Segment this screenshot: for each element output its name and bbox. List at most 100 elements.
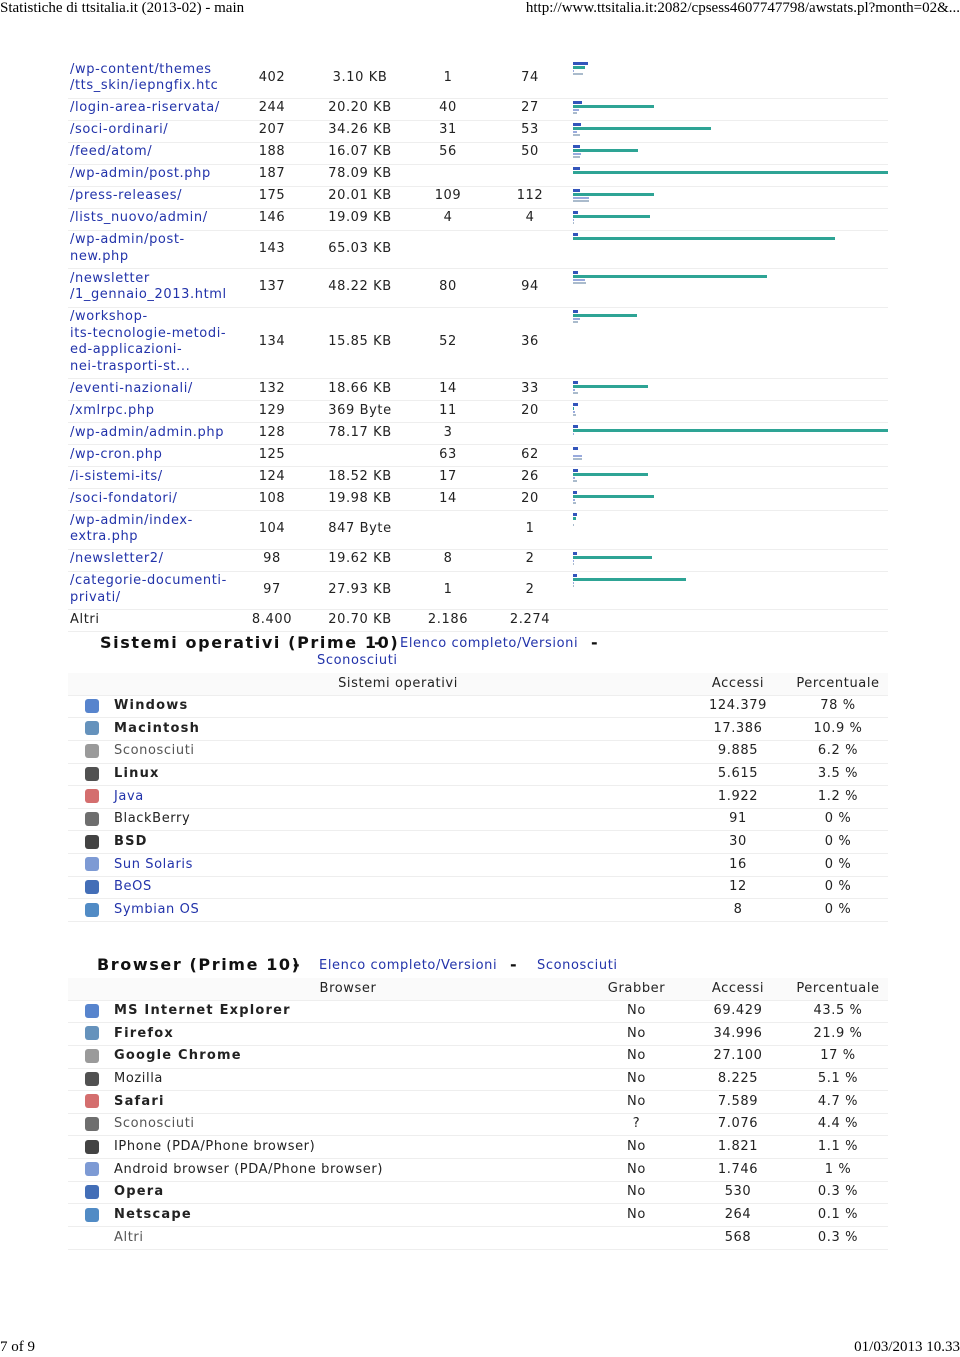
bar	[573, 188, 580, 192]
viewed-cell: 97	[263, 581, 281, 597]
viewed-cell: 128	[258, 424, 286, 440]
table-row: /newsletter2/98 19.62 KB 8 2	[68, 549, 888, 572]
row-name: Windows	[114, 698, 189, 714]
table-row: BlackBerry 91 0 %	[68, 809, 888, 832]
percent-cell: 0 %	[824, 902, 852, 917]
percent-cell: 17 %	[820, 1048, 856, 1064]
size-cell: 16.07 KB	[328, 144, 392, 160]
icon	[85, 1116, 99, 1131]
exit-cell: 94	[521, 279, 539, 294]
bar	[573, 517, 577, 520]
entry-cell: 3	[443, 424, 453, 440]
row-name[interactable]: BeOS	[114, 879, 152, 895]
hits-cell: 17.386	[713, 720, 763, 736]
exit-cell: 62	[521, 446, 539, 462]
bar	[573, 104, 655, 108]
bar	[573, 100, 583, 104]
viewed-cell: 129	[258, 402, 286, 418]
bar	[573, 70, 574, 72]
entry-cell: 8	[443, 551, 453, 567]
exit-cell: 20	[521, 490, 539, 506]
table-row: Mozilla No 8.225 5.1 %	[68, 1069, 888, 1092]
page-url: /newsletter2/	[70, 551, 164, 566]
bar	[573, 148, 638, 152]
row-name: BlackBerry	[114, 811, 191, 827]
percent-cell: 6.2 %	[817, 743, 859, 759]
page-url: /wp-cron.php	[70, 446, 163, 462]
link[interactable]: Elenco completo/Versioni	[400, 636, 579, 651]
table-row: BeOS 12 0 %	[68, 877, 888, 900]
page-url: /press-releases/	[70, 188, 183, 203]
exit-cell: 4	[525, 210, 535, 226]
bar	[573, 447, 578, 450]
table-row: Java 1.922 1.2 %	[68, 786, 888, 809]
table-row: BSD 30 0 %	[68, 832, 888, 855]
size-cell: 19.98 KB	[328, 490, 392, 506]
percent-cell: 3.5 %	[817, 766, 859, 782]
bar	[573, 495, 654, 498]
column-header: Browser	[319, 981, 377, 996]
hits-cell: 5.615	[717, 766, 759, 782]
percent-cell: 21.9 %	[813, 1025, 863, 1041]
page-url: /wp-admin/post-	[70, 232, 185, 247]
column-header: Sistemi operativi	[338, 676, 458, 691]
row-name[interactable]: Sun Solaris	[114, 856, 193, 872]
column-header: Percentuale	[796, 676, 880, 691]
table-row: /wp-content/themes/tts_skin/iepngfix.htc…	[68, 59, 888, 99]
table-row: Safari No 7.589 4.7 %	[68, 1091, 888, 1114]
page-url: /login-area-riservata/	[70, 100, 220, 115]
exit-cell: 27	[521, 100, 539, 116]
bar	[573, 559, 575, 562]
size-cell: 20.20 KB	[328, 100, 392, 116]
bar	[573, 66, 586, 69]
column-header: Grabber	[607, 981, 666, 996]
table-row: /newsletter/1_gennaio_2013.html 137 48.22 …	[68, 268, 888, 308]
page-url: nei-trasporti-st...	[70, 358, 191, 374]
table-row: /press-releases/175 20.01 KB 109 112	[68, 186, 888, 209]
size-cell: 34.26 KB	[328, 122, 392, 138]
bar	[573, 221, 574, 224]
page-url: new.php	[70, 248, 129, 264]
entry-cell: 109	[434, 188, 462, 204]
bar	[573, 236, 836, 240]
bar	[573, 62, 589, 65]
bar	[573, 414, 576, 416]
exit-cell: 2	[525, 551, 535, 567]
column-header: Accessi	[711, 676, 765, 691]
row-name[interactable]: Java	[114, 788, 144, 804]
exit-cell: 26	[521, 468, 539, 484]
grabber-cell: No	[627, 1048, 646, 1064]
viewed-cell: 402	[258, 70, 286, 85]
entry-cell: 1	[443, 581, 453, 597]
entry-cell: 11	[439, 402, 457, 418]
page-url: /workshop-	[70, 309, 148, 324]
hits-cell: 12	[729, 879, 747, 895]
table-row: /wp-cron.php 125 63 62	[68, 444, 888, 467]
table-row: Google Chrome No 27.100 17 %	[68, 1046, 888, 1069]
hits-cell: 1.821	[717, 1139, 759, 1155]
bar	[573, 411, 575, 413]
link[interactable]: Sconosciuti	[317, 653, 398, 668]
row-name: Google Chrome	[114, 1048, 242, 1064]
column-header: Accessi	[711, 981, 765, 996]
entry-cell: 40	[439, 100, 457, 116]
table-row: /lists_nuovo/admin/146 19.09 KB 4 4	[68, 208, 888, 231]
row-name: BSD	[114, 834, 148, 850]
page-url: /newsletter	[70, 270, 150, 286]
page-url: privati/	[70, 589, 121, 605]
hits-cell: 1.746	[717, 1161, 759, 1177]
entry-cell: 17	[439, 468, 457, 484]
percent-cell: 10.9 %	[813, 720, 863, 736]
size-cell: 78.09 KB	[328, 166, 392, 182]
grabber-cell: No	[627, 1184, 646, 1200]
hits-cell: 264	[724, 1207, 752, 1222]
percent-cell: 0 %	[824, 811, 852, 827]
link[interactable]: Sconosciuti	[537, 958, 618, 973]
row-name[interactable]: Symbian OS	[114, 902, 200, 917]
link[interactable]: Elenco completo/Versioni	[319, 958, 498, 973]
size-cell: 3.10 KB	[332, 70, 388, 85]
exit-cell: 74	[521, 70, 539, 85]
table-row: MS Internet Explorer No 69.429 43.5 %	[68, 1001, 888, 1024]
bar	[573, 317, 581, 320]
icon	[85, 1003, 99, 1018]
